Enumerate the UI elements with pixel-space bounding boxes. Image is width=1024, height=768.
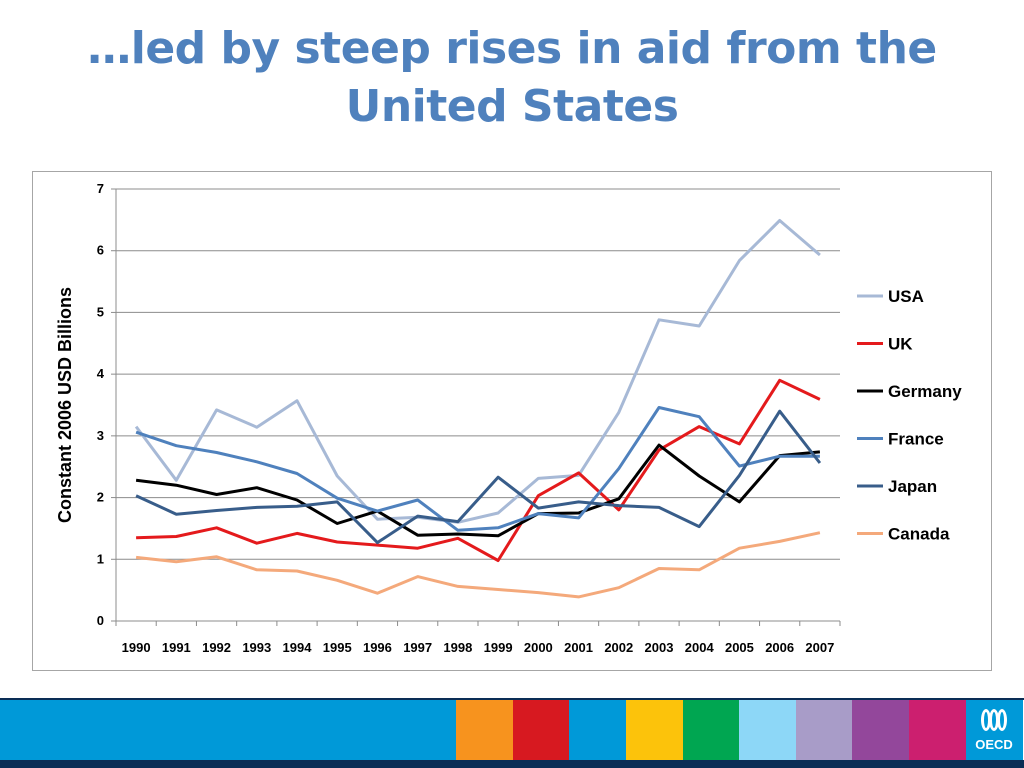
footer-top-rule	[0, 698, 1024, 700]
footer-color-segment	[285, 700, 342, 762]
series-line-france	[135, 406, 820, 532]
footer-color-segment	[114, 700, 171, 762]
footer-color-segment	[852, 700, 909, 762]
y-tick-label: 2	[97, 490, 104, 505]
footer-color-band	[0, 700, 1024, 762]
footer-color-segment	[513, 700, 569, 762]
x-tick-label: 2007	[805, 640, 834, 655]
x-tick-label: 1993	[242, 640, 271, 655]
x-tick-label: 1994	[283, 640, 313, 655]
oecd-logo-text: OECD	[975, 736, 1013, 752]
legend-label: Canada	[888, 525, 950, 544]
footer-color-segment	[683, 700, 739, 762]
y-tick-label: 7	[97, 181, 104, 196]
chart-frame: 0 1 2 3 4 5 6 7 1990 1991 1992 1993 1994 1995 1996 1997…	[32, 171, 992, 671]
oecd-rings-icon	[979, 708, 1009, 735]
x-tick-label: 2005	[725, 640, 754, 655]
x-tick-label: 2003	[645, 640, 674, 655]
y-tick-label: 1	[97, 551, 104, 566]
x-tick-label: 2000	[524, 640, 553, 655]
footer-color-segment	[399, 700, 456, 762]
series-line-germany	[135, 443, 821, 538]
series-line-usa	[134, 219, 821, 524]
x-tick-label: 1995	[323, 640, 352, 655]
footer-bottom-rule	[0, 760, 1024, 768]
slide-title-line-1: …led by steep rises in aid from the	[87, 23, 937, 74]
footer-color-segment	[228, 700, 285, 762]
x-tick-label: 1990	[122, 640, 151, 655]
series-line-canada	[135, 531, 821, 599]
legend-label: France	[888, 430, 944, 449]
footer-color-segment	[0, 700, 57, 762]
series-line-japan	[135, 409, 822, 545]
x-tick-label: 1992	[202, 640, 231, 655]
footer-color-segment	[456, 700, 513, 762]
y-tick-label: 6	[97, 243, 104, 258]
slide-title-line-2: United States	[345, 81, 679, 132]
footer-color-segment	[626, 700, 683, 762]
legend-label: Japan	[888, 477, 937, 496]
footer-color-segment	[739, 700, 796, 762]
footer-color-segment	[569, 700, 626, 762]
x-tick-label: 1997	[403, 640, 432, 655]
footer-color-segment	[342, 700, 399, 762]
series-line-uk	[136, 378, 821, 562]
legend-label: Germany	[888, 382, 962, 401]
x-tick-label: 2004	[685, 640, 715, 655]
legend-label: USA	[888, 287, 924, 306]
y-tick-label: 0	[97, 613, 104, 628]
footer-color-segment	[57, 700, 114, 762]
x-tick-label: 2006	[765, 640, 794, 655]
x-tick-label: 2002	[604, 640, 633, 655]
x-tick-label: 1999	[484, 640, 513, 655]
y-axis-label: Constant 2006 USD Billions	[55, 287, 75, 523]
y-tick-label: 3	[97, 428, 104, 443]
y-tick-label: 4	[97, 366, 105, 381]
slide-title: …led by steep rises in aid from the Unit…	[40, 20, 984, 136]
footer-color-segment	[796, 700, 852, 762]
x-tick-label: 1996	[363, 640, 392, 655]
x-tick-label: 1991	[162, 640, 191, 655]
x-tick-label: 1998	[443, 640, 472, 655]
footer-color-segment	[909, 700, 966, 762]
footer-color-segment	[171, 700, 228, 762]
y-tick-label: 5	[97, 304, 104, 319]
x-tick-label: 2001	[564, 640, 593, 655]
line-chart: 0 1 2 3 4 5 6 7 1990 1991 1992 1993 1994 1995 1996 1997…	[55, 181, 962, 655]
oecd-logo: OECD	[964, 700, 1024, 760]
legend-label: UK	[888, 335, 913, 354]
